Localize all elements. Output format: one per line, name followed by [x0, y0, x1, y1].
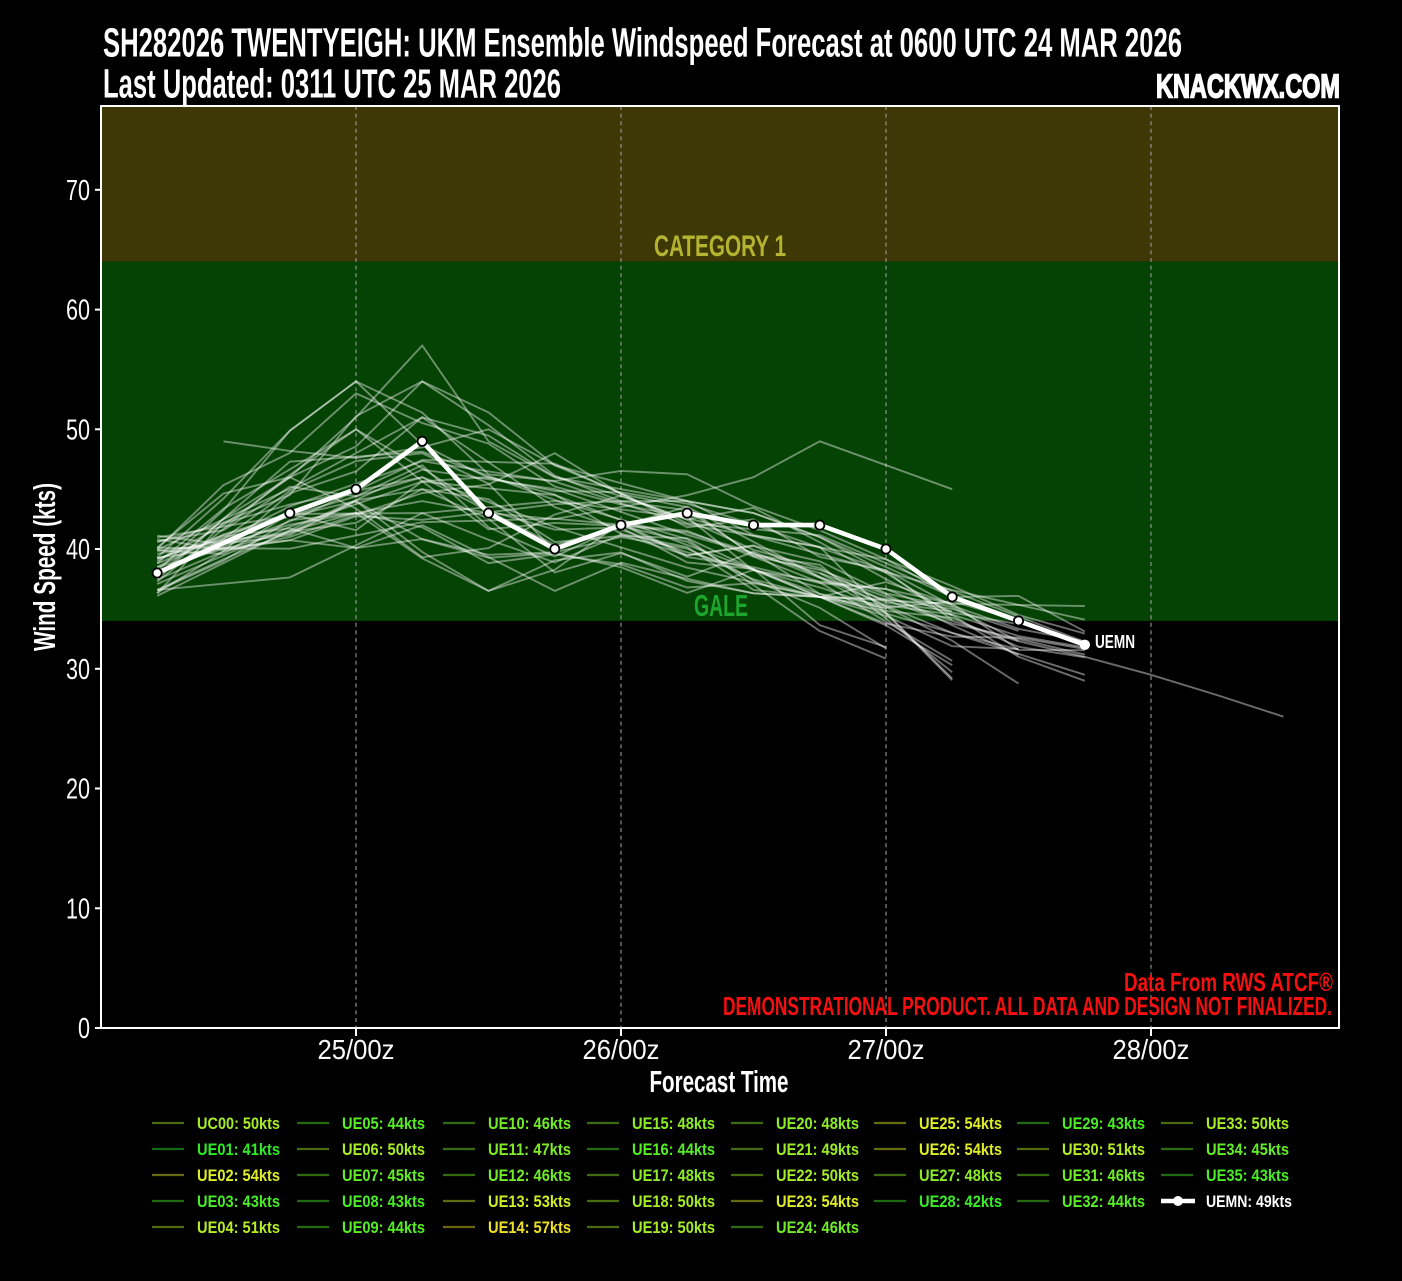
svg-text:UE16: 44kts: UE16: 44kts: [632, 1140, 715, 1159]
svg-text:Wind Speed (kts): Wind Speed (kts): [27, 483, 62, 651]
svg-text:UE27: 48kts: UE27: 48kts: [919, 1166, 1002, 1185]
svg-text:UE30: 51kts: UE30: 51kts: [1062, 1140, 1145, 1159]
svg-text:UE34: 45kts: UE34: 45kts: [1206, 1140, 1289, 1159]
svg-text:CATEGORY 1: CATEGORY 1: [654, 230, 786, 263]
svg-text:KNACKWX.COM: KNACKWX.COM: [1156, 68, 1340, 105]
svg-text:UE25: 54kts: UE25: 54kts: [919, 1114, 1002, 1133]
svg-text:UE26: 54kts: UE26: 54kts: [919, 1140, 1002, 1159]
svg-text:DEMONSTRATIONAL PRODUCT. ALL D: DEMONSTRATIONAL PRODUCT. ALL DATA AND DE…: [723, 991, 1332, 1021]
svg-text:UE02: 54kts: UE02: 54kts: [197, 1166, 280, 1185]
svg-text:UE28: 42kts: UE28: 42kts: [919, 1192, 1002, 1211]
svg-text:UC00: 50kts: UC00: 50kts: [197, 1114, 280, 1133]
svg-text:UE24: 46kts: UE24: 46kts: [776, 1218, 859, 1237]
svg-text:Last Updated: 0311 UTC 25 MAR: Last Updated: 0311 UTC 25 MAR 2026: [103, 61, 561, 107]
svg-text:UE22: 50kts: UE22: 50kts: [776, 1166, 859, 1185]
svg-text:UE01: 41kts: UE01: 41kts: [197, 1140, 280, 1159]
svg-text:UEMN: UEMN: [1095, 632, 1135, 652]
svg-text:50: 50: [66, 414, 90, 446]
svg-text:UE07: 45kts: UE07: 45kts: [342, 1166, 425, 1185]
svg-text:UE29: 43kts: UE29: 43kts: [1062, 1114, 1145, 1133]
svg-text:UE23: 54kts: UE23: 54kts: [776, 1192, 859, 1211]
svg-text:UE33: 50kts: UE33: 50kts: [1206, 1114, 1289, 1133]
svg-text:UE11: 47kts: UE11: 47kts: [488, 1140, 571, 1159]
svg-text:UE15: 48kts: UE15: 48kts: [632, 1114, 715, 1133]
svg-text:UE12: 46kts: UE12: 46kts: [488, 1166, 571, 1185]
svg-text:UE05: 44kts: UE05: 44kts: [342, 1114, 425, 1133]
svg-text:20: 20: [66, 774, 90, 806]
svg-text:UE08: 43kts: UE08: 43kts: [342, 1192, 425, 1211]
svg-text:UE03: 43kts: UE03: 43kts: [197, 1192, 280, 1211]
svg-text:30: 30: [66, 654, 90, 686]
svg-text:UE13: 53kts: UE13: 53kts: [488, 1192, 571, 1211]
svg-text:60: 60: [66, 295, 90, 327]
svg-text:Data From RWS ATCF®: Data From RWS ATCF®: [1124, 967, 1333, 997]
svg-text:GALE: GALE: [694, 588, 748, 623]
svg-text:70: 70: [66, 175, 90, 207]
svg-text:27/00z: 27/00z: [848, 1034, 925, 1065]
svg-text:UE18: 50kts: UE18: 50kts: [632, 1192, 715, 1211]
svg-text:SH282026 TWENTYEIGH: UKM Ensem: SH282026 TWENTYEIGH: UKM Ensemble Windsp…: [103, 20, 1182, 66]
svg-text:0: 0: [78, 1013, 90, 1045]
svg-text:UE14: 57kts: UE14: 57kts: [488, 1218, 571, 1237]
svg-text:UE32: 44kts: UE32: 44kts: [1062, 1192, 1145, 1211]
svg-text:UE06: 50kts: UE06: 50kts: [342, 1140, 425, 1159]
svg-text:28/00z: 28/00z: [1113, 1034, 1190, 1065]
svg-text:UE21: 49kts: UE21: 49kts: [776, 1140, 859, 1159]
svg-text:UE19: 50kts: UE19: 50kts: [632, 1218, 715, 1237]
svg-text:UE31: 46kts: UE31: 46kts: [1062, 1166, 1145, 1185]
svg-text:UEMN: 49kts: UEMN: 49kts: [1206, 1192, 1292, 1211]
svg-text:UE04: 51kts: UE04: 51kts: [197, 1218, 280, 1237]
svg-text:UE35: 43kts: UE35: 43kts: [1206, 1166, 1289, 1185]
svg-text:UE20: 48kts: UE20: 48kts: [776, 1114, 859, 1133]
svg-text:UE10: 46kts: UE10: 46kts: [488, 1114, 571, 1133]
svg-text:10: 10: [66, 893, 90, 925]
svg-text:26/00z: 26/00z: [583, 1034, 660, 1065]
svg-text:Forecast Time: Forecast Time: [650, 1064, 789, 1099]
svg-text:25/00z: 25/00z: [318, 1034, 395, 1065]
svg-text:UE09: 44kts: UE09: 44kts: [342, 1218, 425, 1237]
svg-text:40: 40: [66, 534, 90, 566]
svg-text:UE17: 48kts: UE17: 48kts: [632, 1166, 715, 1185]
